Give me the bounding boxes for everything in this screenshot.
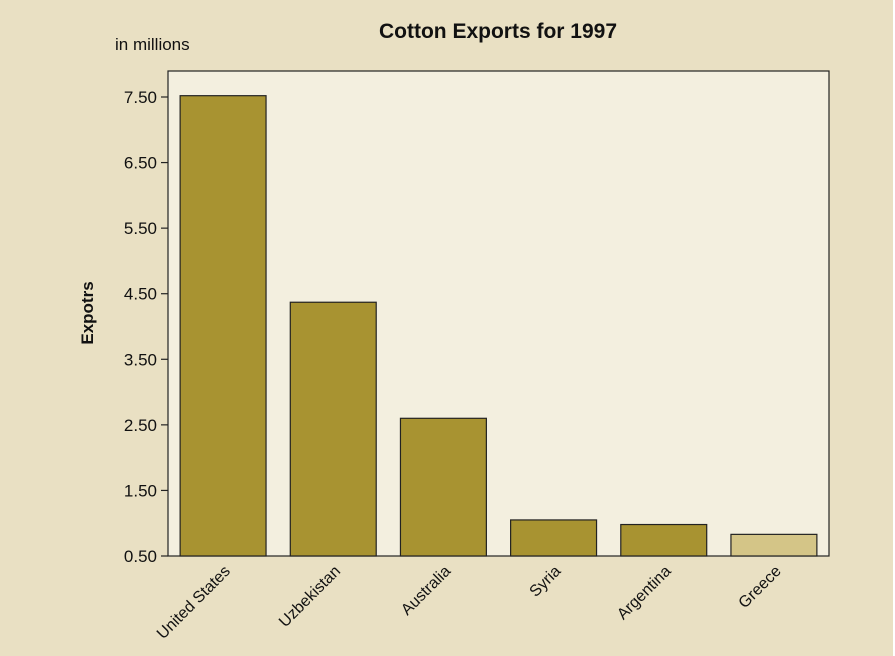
y-tick-label: 5.50 [124, 219, 157, 238]
bars [179, 95, 818, 557]
x-tick-label: Greece [736, 563, 785, 612]
x-axis-labels: United States Uzbekistan Australia Syria Arg… [154, 563, 785, 643]
plot-area [167, 70, 830, 557]
bar-united-states [179, 95, 267, 557]
bar-argentina [620, 523, 708, 557]
x-tick-label: Syria [527, 563, 565, 601]
y-tick-label: 3.50 [124, 350, 157, 369]
x-tick-label: Australia [398, 563, 454, 619]
y-tick-label: 4.50 [124, 285, 157, 304]
y-axis-label: Expotrs [78, 281, 97, 344]
bar-uzbekistan [289, 301, 377, 557]
bar-syria [510, 519, 598, 557]
y-tick-label: 6.50 [124, 154, 157, 173]
chart-title: Cotton Exports for 1997 [379, 20, 617, 43]
unit-note: in millions [115, 35, 190, 54]
y-tick-label: 7.50 [124, 88, 157, 107]
y-tick-label: 2.50 [124, 416, 157, 435]
y-tick-label: 0.50 [124, 547, 157, 566]
x-tick-label: United States [154, 563, 234, 643]
x-tick-label: Argentina [614, 563, 675, 624]
y-tick-label: 1.50 [124, 481, 157, 500]
y-axis-ticks: 7.50 6.50 5.50 4.50 3.50 2.50 1.50 0.50 [124, 88, 168, 566]
bar-australia [399, 417, 487, 557]
x-tick-label: Uzbekistan [276, 563, 344, 631]
bar-greece [730, 533, 818, 557]
